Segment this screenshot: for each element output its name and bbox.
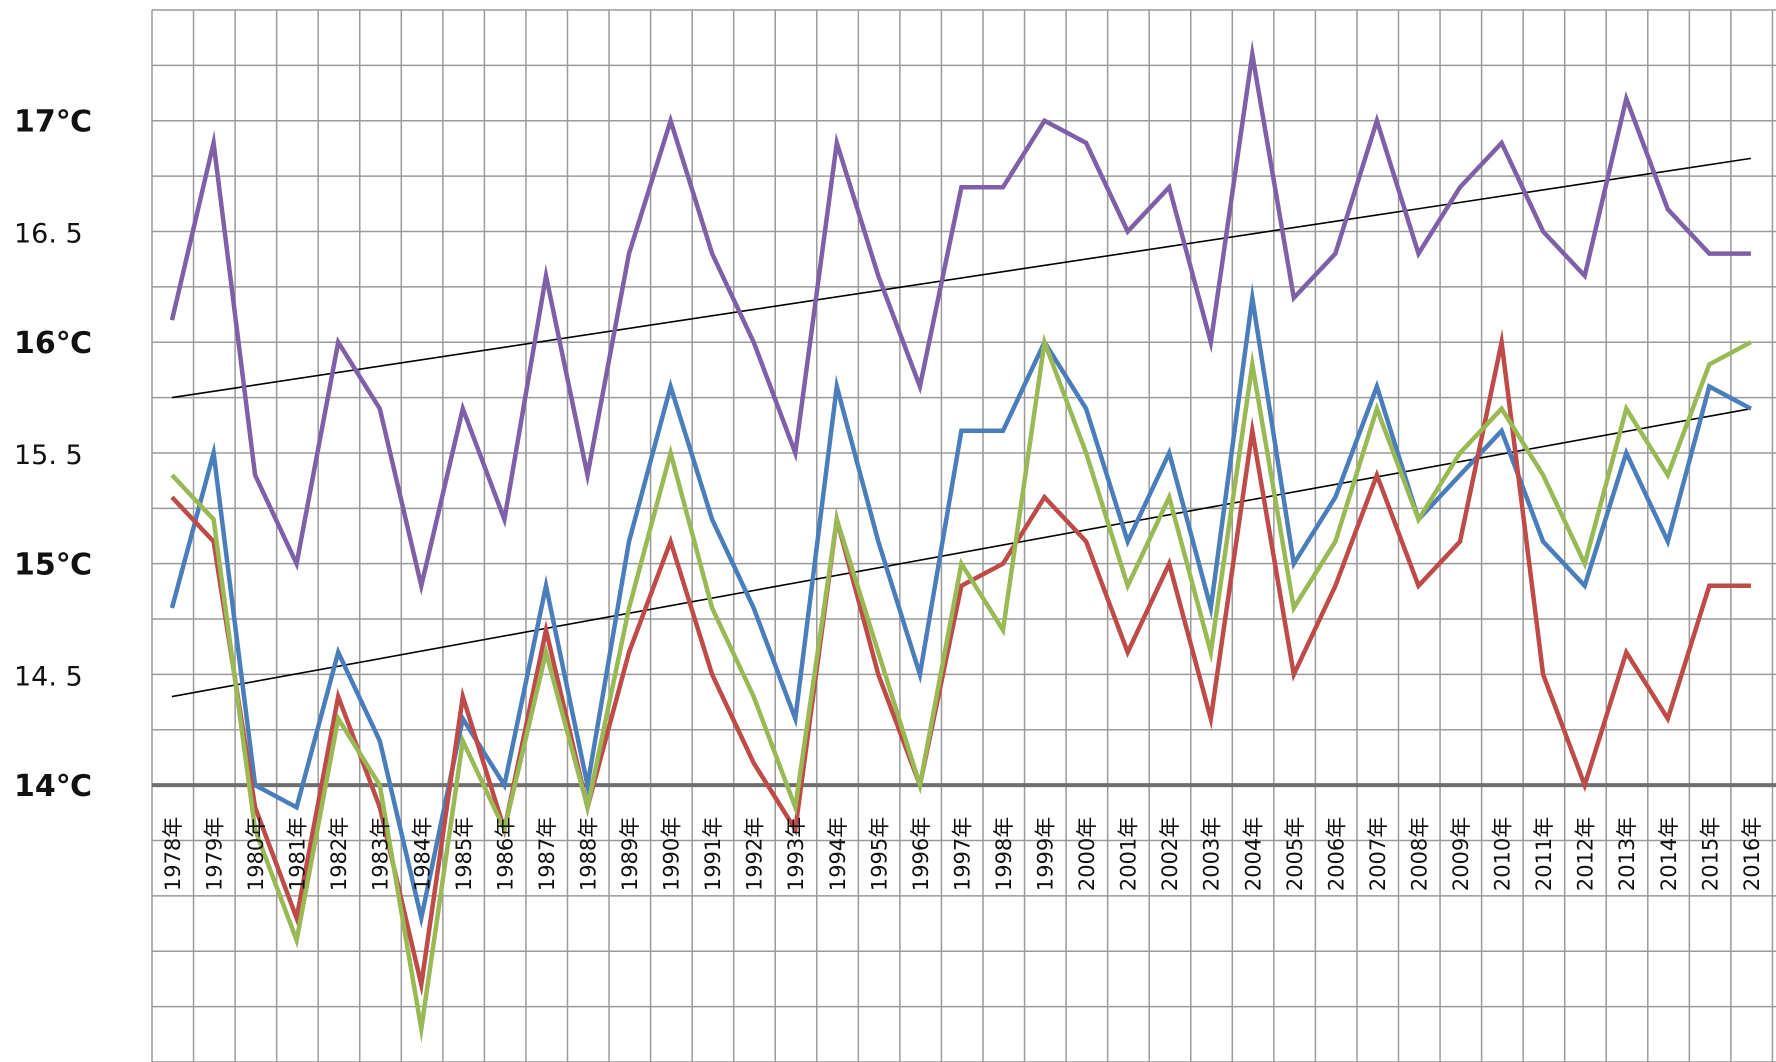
data-series: [169, 39, 1752, 1044]
x-axis-labels: 1978年 1979年 1980年 1981年 1982年 1983年 1984年 1985年…: [161, 817, 1764, 891]
y-tick-label: 15. 5: [14, 440, 83, 471]
x-tick-label: 1998年: [992, 817, 1016, 891]
y-tick-label: 15℃: [14, 548, 92, 583]
x-tick-label: 2000年: [1075, 817, 1099, 891]
series-line-2: [169, 282, 1752, 929]
x-tick-label: 1981年: [286, 817, 310, 891]
x-tick-label: 1979年: [203, 817, 227, 891]
y-tick-label: 16. 5: [14, 218, 83, 249]
x-tick-label: 1989年: [618, 817, 642, 891]
x-tick-label: 1991年: [701, 817, 725, 891]
x-tick-label: 2006年: [1324, 817, 1348, 891]
x-tick-label: 1985年: [452, 817, 476, 891]
x-tick-label: 1992年: [743, 817, 767, 891]
x-tick-label: 2016年: [1740, 817, 1764, 891]
x-tick-label: 1983年: [369, 817, 393, 891]
x-tick-label: 2015年: [1698, 817, 1722, 891]
x-tick-label: 1987年: [535, 817, 559, 891]
trend-line-2: [171, 407, 1752, 698]
x-tick-label: 2011年: [1532, 817, 1556, 891]
series-line-3: [170, 328, 1751, 997]
series-line-4: [170, 333, 1752, 1044]
y-tick-label: 16℃: [14, 326, 92, 361]
x-tick-label: 1993年: [784, 817, 808, 891]
x-tick-label: 1999年: [1034, 817, 1058, 891]
x-tick-label: 2012年: [1574, 817, 1598, 891]
x-tick-label: 2014年: [1657, 817, 1681, 891]
y-tick-label: 17℃: [14, 105, 92, 140]
x-tick-label: 2005年: [1283, 817, 1307, 891]
x-tick-label: 2010年: [1491, 817, 1515, 891]
y-tick-label: 14. 5: [14, 661, 83, 692]
trend-lines: [171, 157, 1752, 698]
x-tick-label: 1996年: [909, 817, 933, 891]
x-tick-label: 2003年: [1200, 817, 1224, 891]
x-tick-label: 2002年: [1158, 817, 1182, 891]
x-tick-label: 2009年: [1449, 817, 1473, 891]
x-tick-label: 1990年: [660, 817, 684, 891]
x-tick-label: 2004年: [1241, 817, 1265, 891]
x-tick-label: 2007年: [1366, 817, 1390, 891]
x-tick-label: 2013年: [1615, 817, 1639, 891]
series-line-1: [169, 39, 1751, 596]
x-tick-label: 1986年: [493, 817, 517, 891]
x-tick-label: 1980年: [244, 817, 268, 891]
trend-line-1: [171, 157, 1752, 399]
x-tick-label: 2008年: [1408, 817, 1432, 891]
x-tick-label: 1997年: [950, 817, 974, 891]
x-tick-label: 1995年: [867, 817, 891, 891]
x-tick-label: 1984年: [410, 817, 434, 891]
x-tick-label: 1978年: [161, 817, 185, 891]
x-tick-label: 1988年: [577, 817, 601, 891]
x-tick-label: 2001年: [1117, 817, 1141, 891]
y-axis-labels: 17℃ 16. 5 16℃ 15. 5 15℃ 14. 5 14℃: [14, 105, 92, 804]
x-tick-label: 1994年: [826, 817, 850, 891]
chart-grid: [151, 9, 1776, 1062]
y-tick-label: 14℃: [14, 769, 92, 804]
x-tick-label: 1982年: [327, 817, 351, 891]
